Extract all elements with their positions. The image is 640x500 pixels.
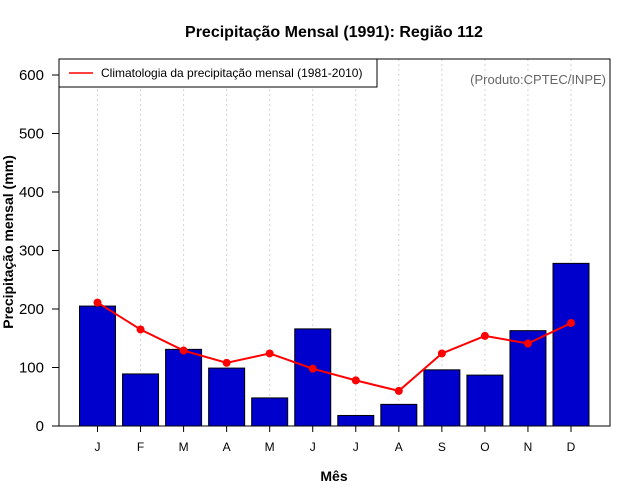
x-tick-label: N (524, 440, 533, 454)
y-axis-label: Precipitação mensal (mm) (0, 155, 16, 329)
climatology-point (308, 364, 317, 373)
x-axis-label: Mês (320, 468, 347, 484)
climatology-point (136, 325, 145, 334)
x-tick-label: O (480, 440, 489, 454)
y-tick-label: 400 (19, 184, 44, 201)
bar (337, 414, 375, 427)
credit-text: (Produto:CPTEC/INPE) (470, 72, 606, 87)
climatology-point (394, 386, 403, 395)
y-tick-label: 300 (19, 243, 44, 260)
y-tick-label: 200 (19, 301, 44, 318)
x-tick-label: A (395, 440, 403, 454)
y-tick-label: 0 (36, 418, 44, 435)
x-tick-label: J (353, 440, 359, 454)
climatology-point (351, 376, 360, 385)
y-tick-label: 500 (19, 126, 44, 143)
x-tick-label: M (265, 440, 275, 454)
bar (208, 367, 246, 427)
climatology-point (523, 339, 532, 348)
x-tick-label: D (567, 440, 576, 454)
x-tick-label: A (223, 440, 231, 454)
y-axis: 0 100 200 300 400 500 600 (19, 67, 59, 435)
chart-title: Precipitação Mensal (1991): Região 112 (185, 24, 483, 41)
climatology-point (567, 319, 575, 328)
climatology-line-series (93, 298, 575, 395)
bar (251, 397, 289, 427)
x-tick-label: J (310, 440, 316, 454)
climatology-point (437, 349, 446, 358)
legend-entry-climatology: Climatologia da precipitação mensal (198… (101, 66, 362, 80)
climatology-point (179, 346, 188, 355)
x-tick-label: J (95, 440, 101, 454)
climatology-point (480, 331, 489, 340)
bar-series (79, 262, 590, 427)
bar (122, 373, 160, 427)
bar (466, 374, 504, 427)
climatology-line (96, 301, 572, 392)
climatology-point (265, 349, 274, 358)
climatology-point (222, 358, 231, 367)
bar (79, 305, 116, 427)
legend-box (58, 58, 378, 88)
y-tick-label: 100 (19, 360, 44, 377)
x-tick-label: M (179, 440, 189, 454)
x-tick-label: S (438, 440, 446, 454)
y-tick-label: 600 (19, 67, 44, 84)
bar (165, 348, 203, 427)
bar (294, 328, 332, 427)
bar (380, 403, 418, 427)
bar (423, 369, 461, 427)
bar (552, 262, 590, 427)
x-tick-label: F (137, 440, 144, 454)
climatology-point (93, 298, 102, 307)
legend: Climatologia da precipitação mensal (198… (58, 58, 378, 88)
